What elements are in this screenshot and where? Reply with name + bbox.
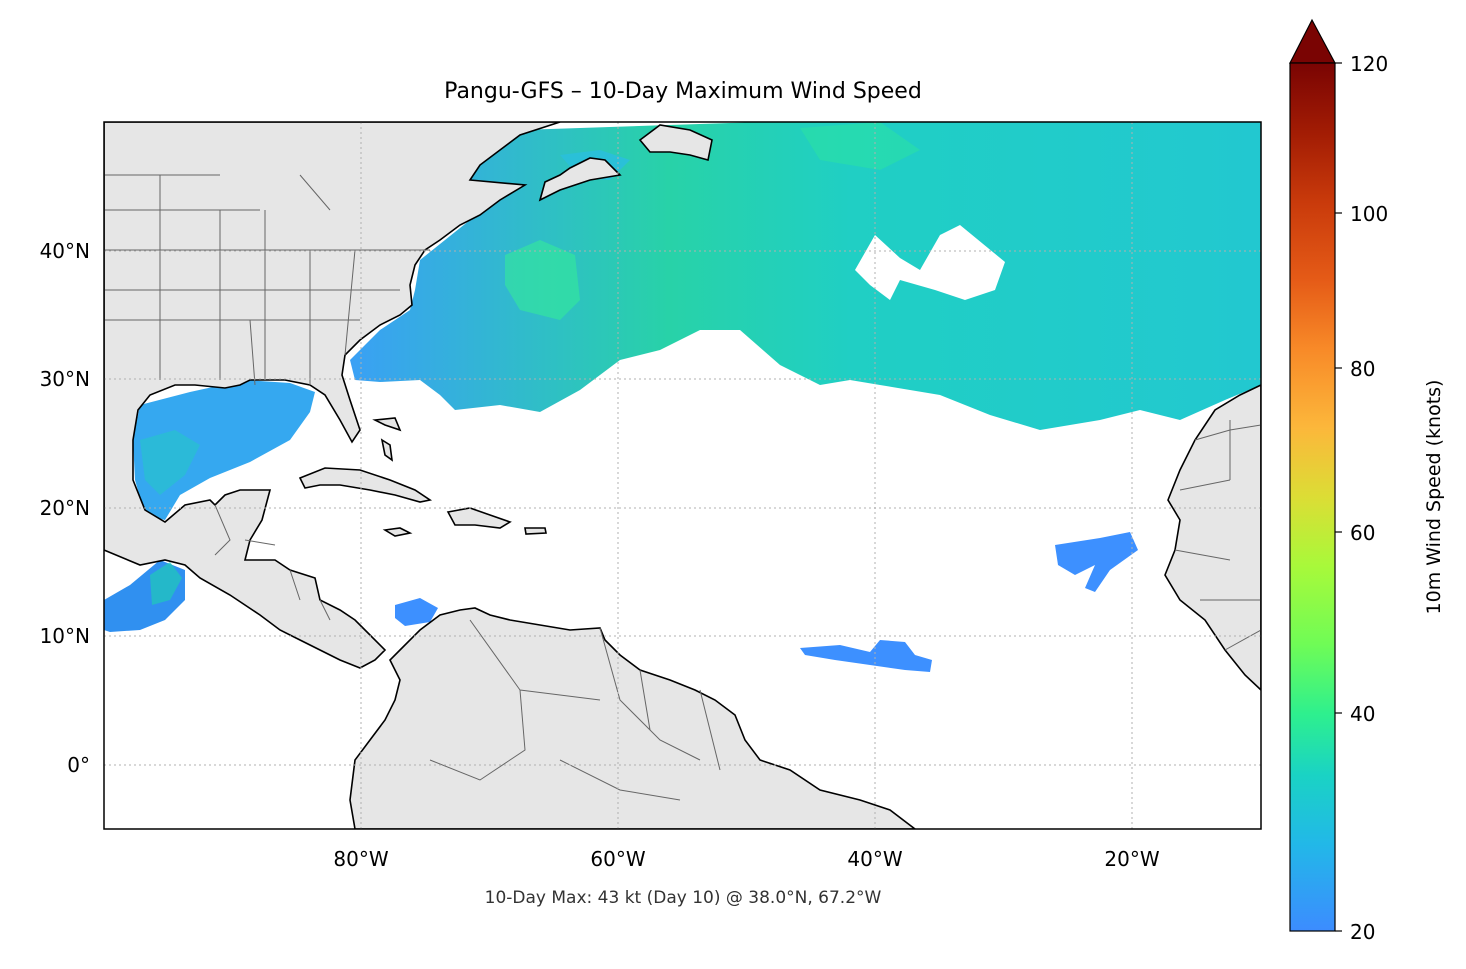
colorbar-tick-label: 60: [1350, 521, 1375, 545]
lat-tick-label: 10°N: [40, 624, 90, 648]
wind-swath-gulf: [133, 380, 315, 520]
lat-tick-label: 40°N: [40, 239, 90, 263]
land-cuba: [298, 467, 433, 503]
colorbar-tick-label: 120: [1350, 52, 1388, 76]
land-bahamas-2: [380, 438, 394, 462]
colorbar-gradient: [1289, 62, 1336, 932]
wind-swath-caribbean: [395, 598, 438, 626]
land-jamaica: [382, 527, 413, 537]
lon-tick-label: 60°W: [590, 847, 645, 871]
colorbar: 20 40 60 80 100 120 10m Wind Speed (knot…: [1289, 18, 1445, 944]
land-hispaniola: [446, 507, 512, 529]
land-north-america: [104, 122, 561, 669]
map-area: [104, 122, 1261, 829]
colorbar-tick-label: 100: [1350, 202, 1388, 226]
borders: [104, 174, 1261, 801]
colorbar-tick-label: 40: [1350, 702, 1375, 726]
land: [104, 122, 1261, 829]
lon-tick-label: 20°W: [1104, 847, 1159, 871]
lat-tick-label: 20°N: [40, 496, 90, 520]
land-bahamas: [372, 417, 402, 432]
land-canada-maritimes: [538, 157, 622, 202]
land-puerto-rico: [524, 527, 547, 535]
map-title: Pangu-GFS – 10-Day Maximum Wind Speed: [444, 79, 922, 104]
map-frame: [103, 121, 1262, 830]
lon-tick-label: 40°W: [847, 847, 902, 871]
wind-swath-tropical: [800, 640, 932, 672]
wind-swath-north-atlantic: [350, 122, 1261, 430]
wind-core-high: [505, 240, 580, 320]
wind-swath-cape-verde: [1055, 532, 1138, 592]
land-south-america: [349, 607, 917, 829]
wind-hole: [855, 225, 1005, 300]
lat-tick-label: 30°N: [40, 367, 90, 391]
colorbar-label: 10m Wind Speed (knots): [1423, 380, 1445, 615]
land-newfoundland: [638, 124, 713, 162]
colorbar-tick-label: 80: [1350, 357, 1375, 381]
max-wind-annotation: 10-Day Max: 43 kt (Day 10) @ 38.0°N, 67.…: [485, 888, 882, 908]
lat-tick-label: 0°: [67, 753, 90, 777]
colorbar-tick-label: 20: [1350, 920, 1375, 944]
wind-swath-pacific-core: [150, 562, 182, 605]
colorbar-extend-triangle: [1289, 18, 1337, 64]
wind-core-north: [800, 122, 920, 170]
wind-swath-gulf-core: [140, 430, 200, 495]
lon-tick-label: 80°W: [333, 847, 388, 871]
